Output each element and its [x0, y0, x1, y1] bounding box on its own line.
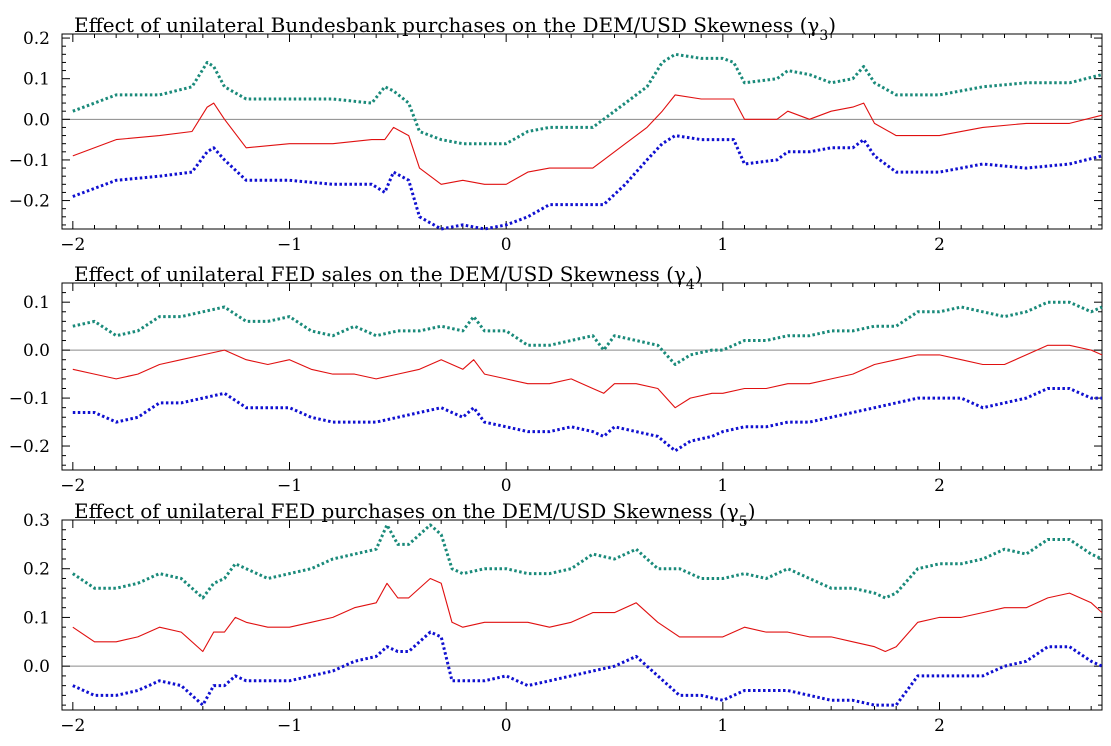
- plot-frame: [61, 519, 1103, 711]
- x-tick-label: 2: [934, 476, 945, 496]
- plot-frame: [61, 33, 1103, 230]
- x-tick-label: −2: [60, 235, 85, 255]
- y-tick-label: 0.0: [23, 657, 50, 677]
- y-tick-label: 0.1: [23, 293, 50, 313]
- y-tick-label: −0.2: [9, 192, 50, 212]
- x-tick-label: 1: [717, 235, 728, 255]
- x-tick-label: −1: [277, 476, 302, 496]
- x-tick-label: 0: [501, 235, 512, 255]
- estimate-line: [72, 344, 1103, 409]
- upper-band-line: [72, 52, 1103, 146]
- x-tick-label: −2: [60, 716, 85, 736]
- x-tick-label: −1: [277, 235, 302, 255]
- x-tick-label: 0: [501, 716, 512, 736]
- plot-frame: [61, 282, 1103, 471]
- upper-band-line: [72, 300, 1103, 366]
- x-tick-label: 2: [934, 716, 945, 736]
- lower-band-line: [72, 630, 1103, 707]
- x-tick-label: −2: [60, 476, 85, 496]
- panel-3: −2 −1 0 1 2 0.0 0.1 0.2 0.3 Effect of unilateral …: [23, 499, 1103, 736]
- y-tick-label: 0.0: [23, 341, 50, 361]
- panel-title: Effect of unilateral FED sales on the DE…: [74, 262, 703, 293]
- x-tick-label: 0: [501, 476, 512, 496]
- y-tick-label: 0.1: [23, 608, 50, 628]
- y-tick-label: −0.1: [9, 151, 50, 171]
- y-tick-label: 0.2: [23, 560, 50, 580]
- estimate-line: [72, 94, 1103, 185]
- panel-title: Effect of unilateral FED purchases on th…: [74, 499, 756, 530]
- y-tick-label: −0.2: [9, 437, 50, 457]
- y-tick-label: −0.1: [9, 389, 50, 409]
- estimate-line: [72, 577, 1103, 653]
- x-tick-label: −1: [277, 716, 302, 736]
- panel-2: −2 −1 0 1 2 −0.2 −0.1 0.0 0.1 Effect of unilatera…: [9, 262, 1103, 496]
- x-tick-label: 2: [934, 235, 945, 255]
- x-tick-label: 1: [717, 716, 728, 736]
- panel-1: −2 −1 0 1 2 −0.2 −0.1 0.0 0.1 0.2 Effect of unilat…: [9, 13, 1103, 255]
- y-tick-label: 0.1: [23, 70, 50, 90]
- y-tick-label: 0.0: [23, 110, 50, 130]
- x-tick-label: 1: [717, 476, 728, 496]
- upper-band-line: [71, 523, 1103, 600]
- y-tick-label: 0.3: [23, 511, 50, 531]
- lower-band-line: [72, 134, 1103, 231]
- y-tick-label: 0.2: [23, 29, 50, 49]
- lower-band-line: [72, 387, 1102, 453]
- panel-title: Effect of unilateral Bundesbank purchase…: [74, 13, 836, 44]
